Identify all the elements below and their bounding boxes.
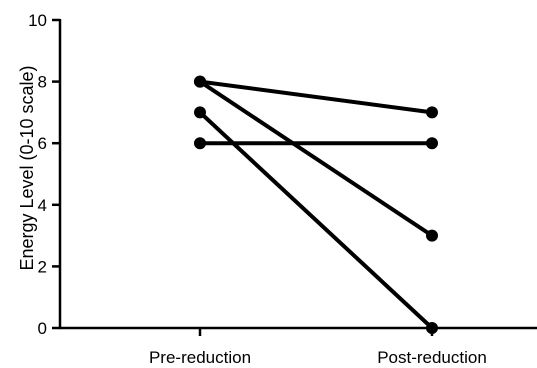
data-point [426,137,438,150]
series-4 [194,137,438,150]
data-point [426,322,438,334]
y-tick-label: 2 [38,257,47,276]
data-point [194,137,206,150]
series-line [198,110,434,330]
y-axis: 0 2 4 6 8 10 [28,11,62,338]
series-3 [194,106,438,334]
x-ticks: Pre-reduction Post-reduction [149,328,487,367]
data-point [194,75,206,88]
y-tick-label: 0 [38,319,47,338]
series-line [198,79,434,238]
data-point [194,106,206,119]
x-tick-label: Post-reduction [377,348,487,367]
x-axis: Pre-reduction Post-reduction [59,326,537,367]
series-layer [194,75,438,334]
y-tick-label: 6 [38,134,47,153]
y-ticks: 0 2 4 6 8 10 [28,11,60,338]
y-tick-label: 8 [38,73,47,92]
series-2 [194,75,438,242]
y-tick-label: 4 [38,196,47,215]
y-tick-label: 10 [28,11,47,30]
data-point [426,106,438,119]
y-axis-title: Energy Level (0-10 scale) [17,65,37,270]
series-1 [194,75,438,119]
series-line [198,79,434,115]
x-tick-label: Pre-reduction [149,348,251,367]
data-point [426,229,438,242]
